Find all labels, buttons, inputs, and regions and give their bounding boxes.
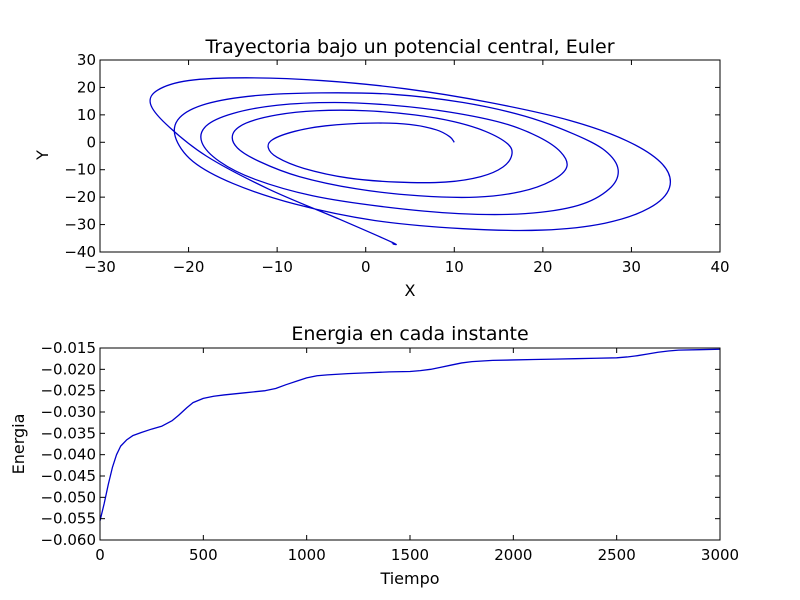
trajectory-y-tick-label: −20: [64, 188, 96, 206]
energy-y-tick-label: −0.050: [40, 488, 96, 506]
trajectory-x-tick-label: −30: [84, 258, 116, 276]
energy-x-tick-label: 0: [95, 546, 105, 564]
energy-x-tick-label: 500: [189, 546, 218, 564]
energy-y-tick-label: −0.060: [40, 531, 96, 549]
trajectory-x-tick-label: −20: [173, 258, 205, 276]
trajectory-x-tick-label: 10: [445, 258, 464, 276]
trajectory-x-tick-label: 40: [710, 258, 729, 276]
energy-x-axis-label: Tiempo: [379, 569, 439, 588]
energy-series-line: [99, 348, 721, 521]
energy-y-tick-label: −0.020: [40, 360, 96, 378]
energy-x-tick-label: 2500: [598, 546, 636, 564]
trajectory-y-tick-label: −30: [64, 216, 96, 234]
energy-x-tick-label: 2000: [494, 546, 532, 564]
energy-y-tick-label: −0.030: [40, 403, 96, 421]
trajectory-y-tick-label: 10: [77, 106, 96, 124]
energy-ticks: 0 500 1000 1500 2000 2500 3000 −0.060 −0.055 −0.0…: [40, 339, 739, 564]
energy-y-tick-label: −0.055: [40, 510, 96, 528]
energy-x-tick-label: 1000: [288, 546, 326, 564]
energy-y-tick-label: −0.025: [40, 382, 96, 400]
trajectory-x-axis-label: X: [405, 281, 416, 300]
energy-y-tick-label: −0.045: [40, 467, 96, 485]
trajectory-x-tick-label: 0: [361, 258, 371, 276]
trajectory-y-tick-label: 30: [77, 51, 96, 69]
trajectory-series: [149, 77, 671, 246]
trajectory-plot-frame: [99, 59, 721, 253]
energy-series: [99, 348, 721, 521]
trajectory-y-tick-label: −10: [64, 161, 96, 179]
trajectory-y-tick-label: 20: [77, 78, 96, 96]
energy-chart: Energia en cada instante Tiempo Energia …: [9, 323, 739, 588]
energy-y-axis-label: Energia: [9, 414, 28, 475]
trajectory-chart: Trayectoria bajo un potencial central, E…: [33, 36, 730, 300]
energy-y-tick-label: −0.040: [40, 446, 96, 464]
energy-y-tick-label: −0.015: [40, 339, 96, 357]
trajectory-y-tick-label: 0: [86, 133, 96, 151]
trajectory-x-tick-label: 30: [622, 258, 641, 276]
energy-y-tick-label: −0.035: [40, 424, 96, 442]
trajectory-x-tick-label: −10: [261, 258, 293, 276]
energy-plot-frame: [99, 347, 721, 541]
energy-x-tick-label: 3000: [701, 546, 739, 564]
trajectory-y-axis-label: Y: [33, 150, 52, 161]
trajectory-title: Trayectoria bajo un potencial central, E…: [204, 36, 614, 58]
trajectory-y-tick-label: −40: [64, 243, 96, 261]
energy-x-tick-label: 1500: [391, 546, 429, 564]
trajectory-x-tick-label: 20: [533, 258, 552, 276]
energy-title: Energia en cada instante: [291, 323, 528, 345]
trajectory-series-line: [149, 77, 671, 246]
